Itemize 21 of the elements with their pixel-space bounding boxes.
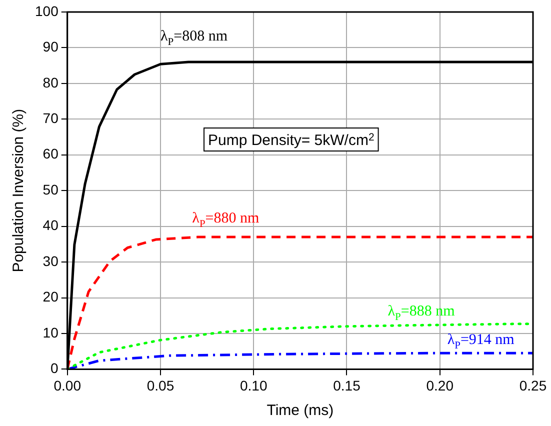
y-tick-label: 20 (42, 288, 59, 305)
y-tick-label: 60 (42, 146, 59, 162)
line-series (67, 236, 533, 370)
line-series (67, 352, 533, 370)
y-tick-label: 90 (42, 38, 59, 55)
y-tick-label: 80 (42, 74, 59, 90)
x-tick-label: 0.10 (240, 377, 268, 394)
y-tick-label: 0 (50, 360, 59, 376)
x-tick-label: 0.00 (54, 377, 82, 394)
x-tick-label: 0.20 (426, 377, 454, 394)
x-tick-label: 0.25 (519, 377, 547, 394)
x-axis-title: Time (ms) (266, 402, 334, 420)
y-tick-label: 30 (42, 252, 59, 269)
y-tick-label: 50 (42, 181, 59, 198)
x-tick-label: 0.05 (146, 377, 174, 394)
y-tick-label: 100 (35, 2, 59, 19)
x-tick-label: 0.15 (333, 377, 361, 394)
y-tick-label: 10 (42, 324, 59, 340)
y-tick-label: 40 (42, 217, 59, 234)
y-axis-title: Population Inversion (%) (10, 108, 28, 272)
y-tick-label: 70 (42, 110, 59, 126)
